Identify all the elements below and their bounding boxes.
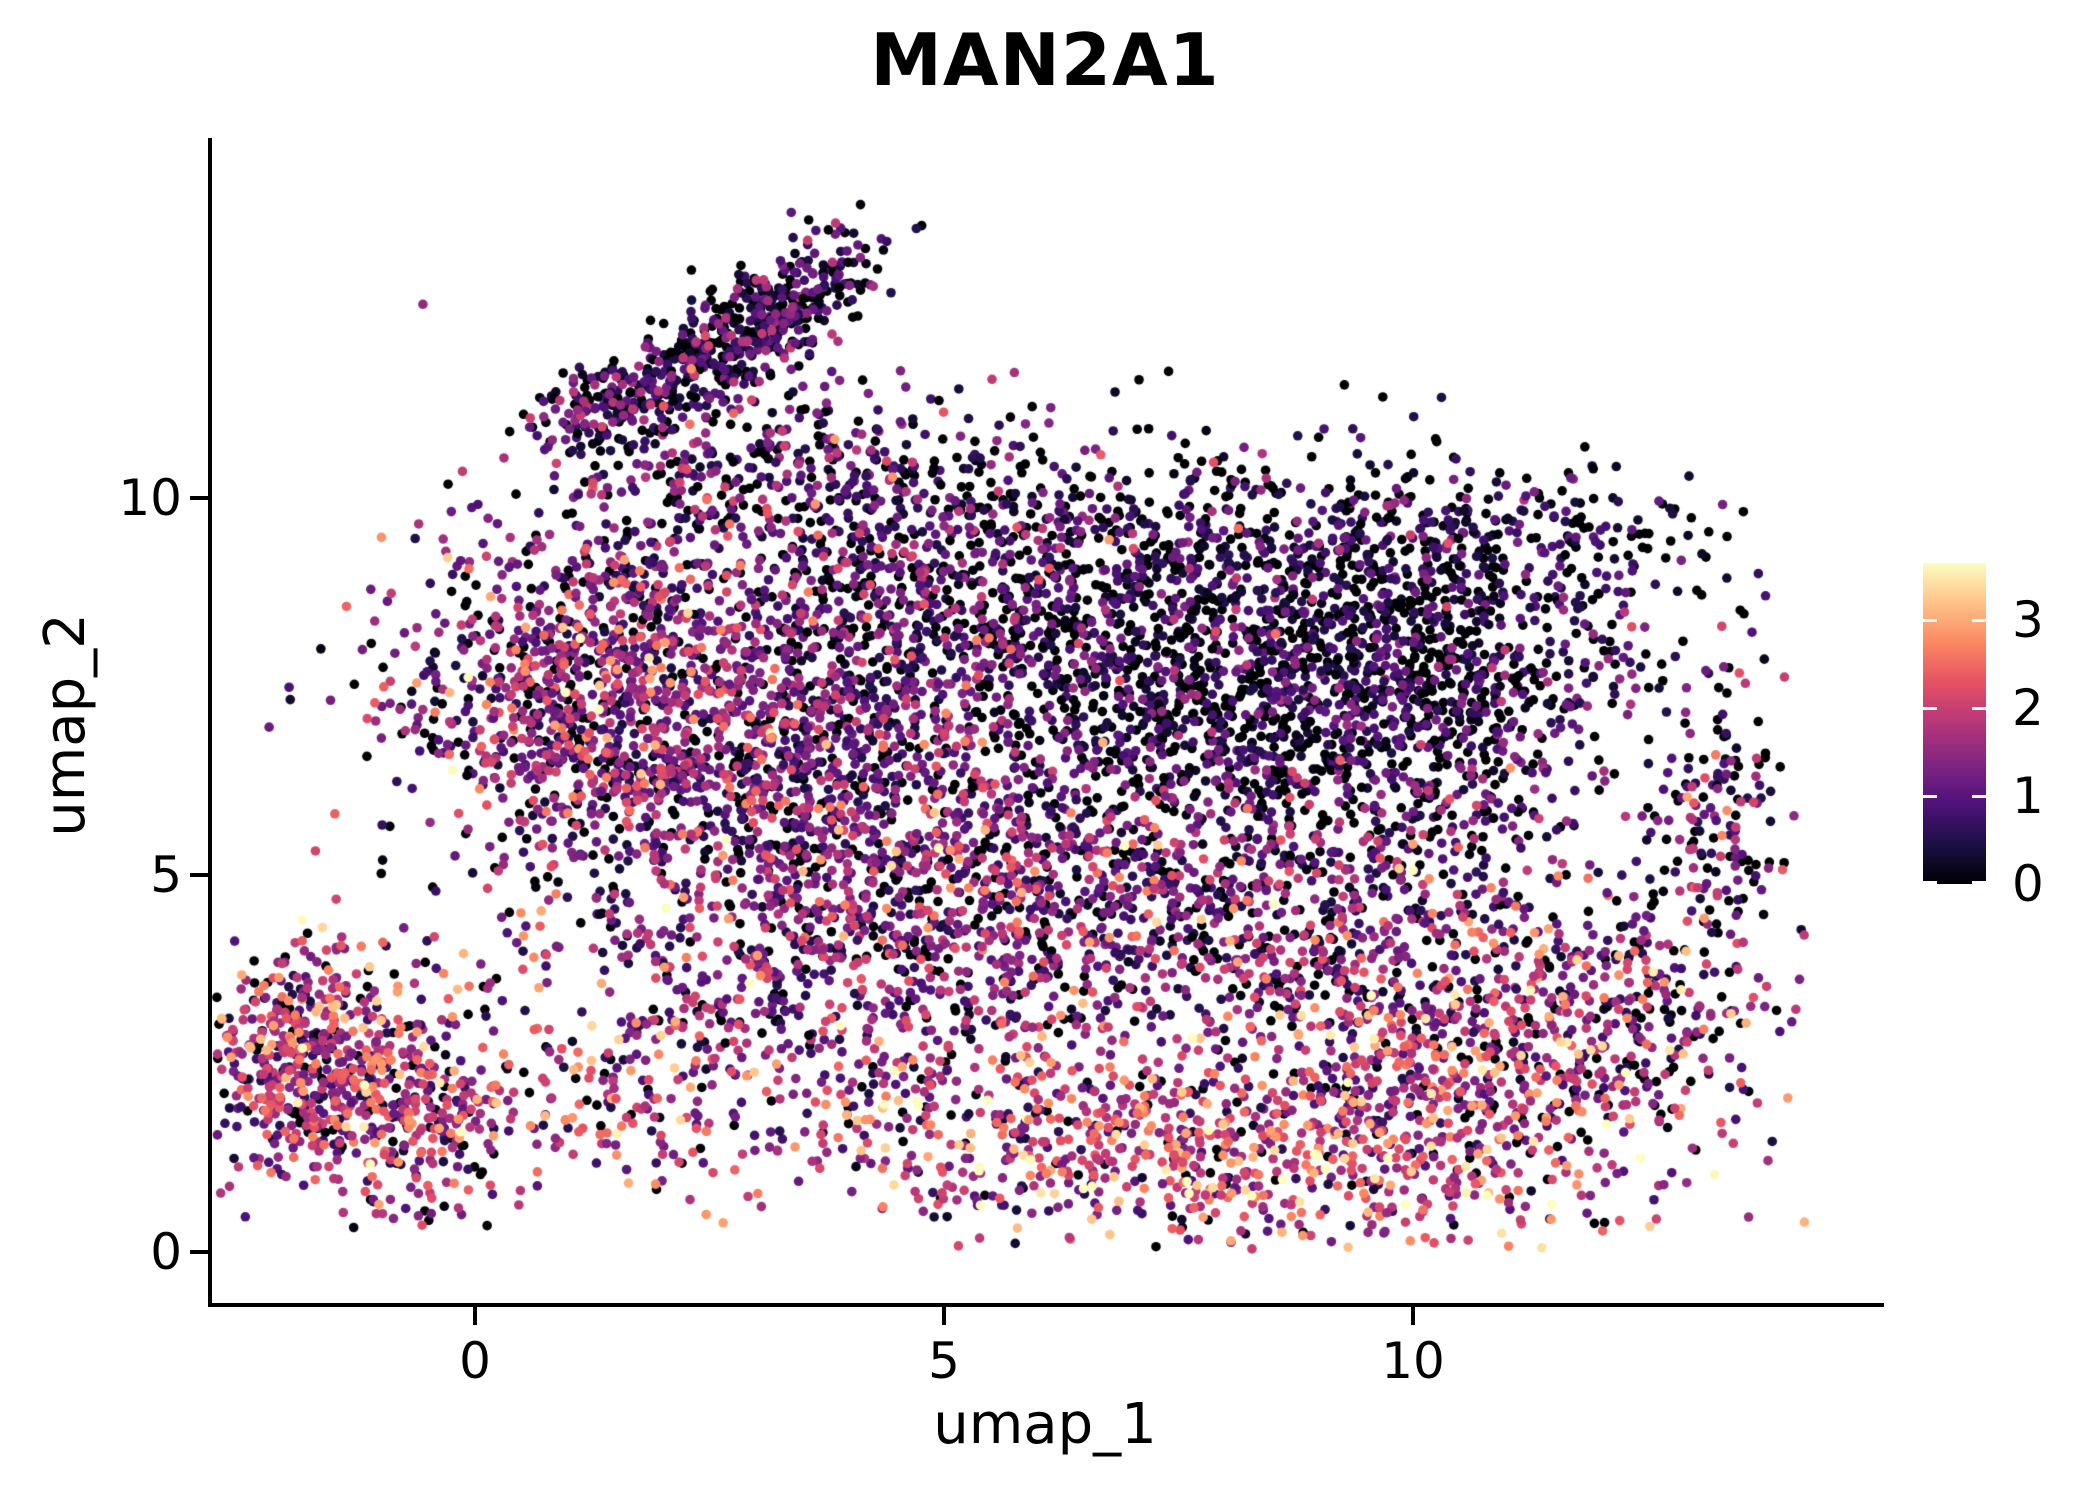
colorbar-tick-label: 1 xyxy=(2012,767,2044,826)
colorbar-tick-label: 0 xyxy=(2012,855,2044,913)
colorbar-tick-mark xyxy=(1972,618,1986,622)
y-tick-label: 0 xyxy=(150,1223,182,1281)
colorbar-tick-mark xyxy=(1972,794,1986,798)
y-tick-mark xyxy=(190,496,208,500)
y-axis-line xyxy=(208,138,212,1307)
colorbar-tick-mark xyxy=(1923,706,1937,710)
x-tick-mark xyxy=(1411,1307,1415,1325)
x-axis-title: umap_1 xyxy=(933,1392,1157,1457)
y-tick-mark xyxy=(190,1250,208,1254)
colorbar-tick-mark xyxy=(1972,706,1986,710)
colorbar-tick-label: 2 xyxy=(2012,679,2044,738)
y-tick-label: 10 xyxy=(118,469,182,527)
colorbar-tick-mark xyxy=(1923,618,1937,622)
expression-colorbar xyxy=(1923,563,1986,884)
colorbar-tick-mark xyxy=(1923,881,1937,884)
x-tick-mark xyxy=(942,1307,946,1325)
x-tick-label: 10 xyxy=(1381,1332,1445,1390)
x-axis-line xyxy=(208,1303,1884,1307)
colorbar-tick-mark xyxy=(1923,794,1937,798)
y-axis-title: umap_2 xyxy=(33,613,98,837)
colorbar-tick-label: 3 xyxy=(2012,591,2044,650)
colorbar-tick-mark xyxy=(1972,881,1986,884)
y-tick-mark xyxy=(190,873,208,877)
y-tick-label: 5 xyxy=(150,846,182,904)
x-tick-label: 5 xyxy=(928,1332,960,1390)
x-tick-label: 0 xyxy=(459,1332,491,1390)
x-tick-mark xyxy=(473,1307,477,1325)
